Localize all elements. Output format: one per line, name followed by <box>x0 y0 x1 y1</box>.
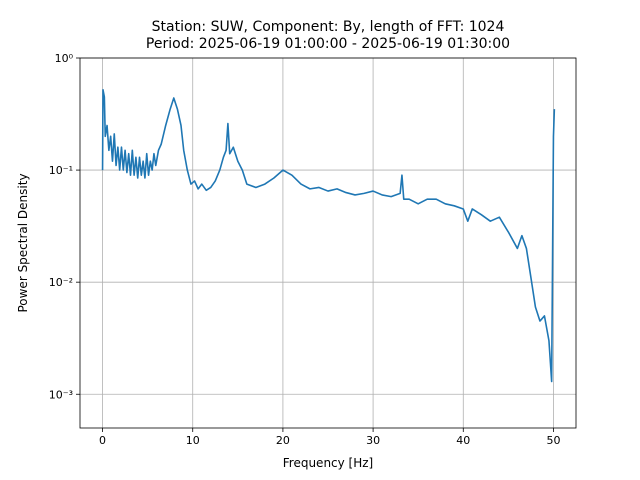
y-tick-label: 10⁻² <box>49 276 73 289</box>
x-tick-label: 30 <box>366 434 380 447</box>
x-tick-label: 50 <box>546 434 560 447</box>
y-tick-label: 10⁰ <box>55 52 74 65</box>
y-tick-label: 10⁻¹ <box>49 164 73 177</box>
x-tick-label: 10 <box>186 434 200 447</box>
y-axis-label: Power Spectral Density <box>16 173 30 312</box>
series-line <box>101 89 556 383</box>
x-axis-label: Frequency [Hz] <box>283 456 374 470</box>
x-tick-label: 20 <box>276 434 290 447</box>
chart-subtitle: Period: 2025-06-19 01:00:00 - 2025-06-19… <box>146 36 510 52</box>
x-tick-label: 40 <box>456 434 470 447</box>
y-tick-label: 10⁻³ <box>49 388 73 401</box>
axes-frame <box>79 57 577 429</box>
x-tick-label: 0 <box>99 434 106 447</box>
chart-title: Station: SUW, Component: By, length of F… <box>152 19 505 35</box>
